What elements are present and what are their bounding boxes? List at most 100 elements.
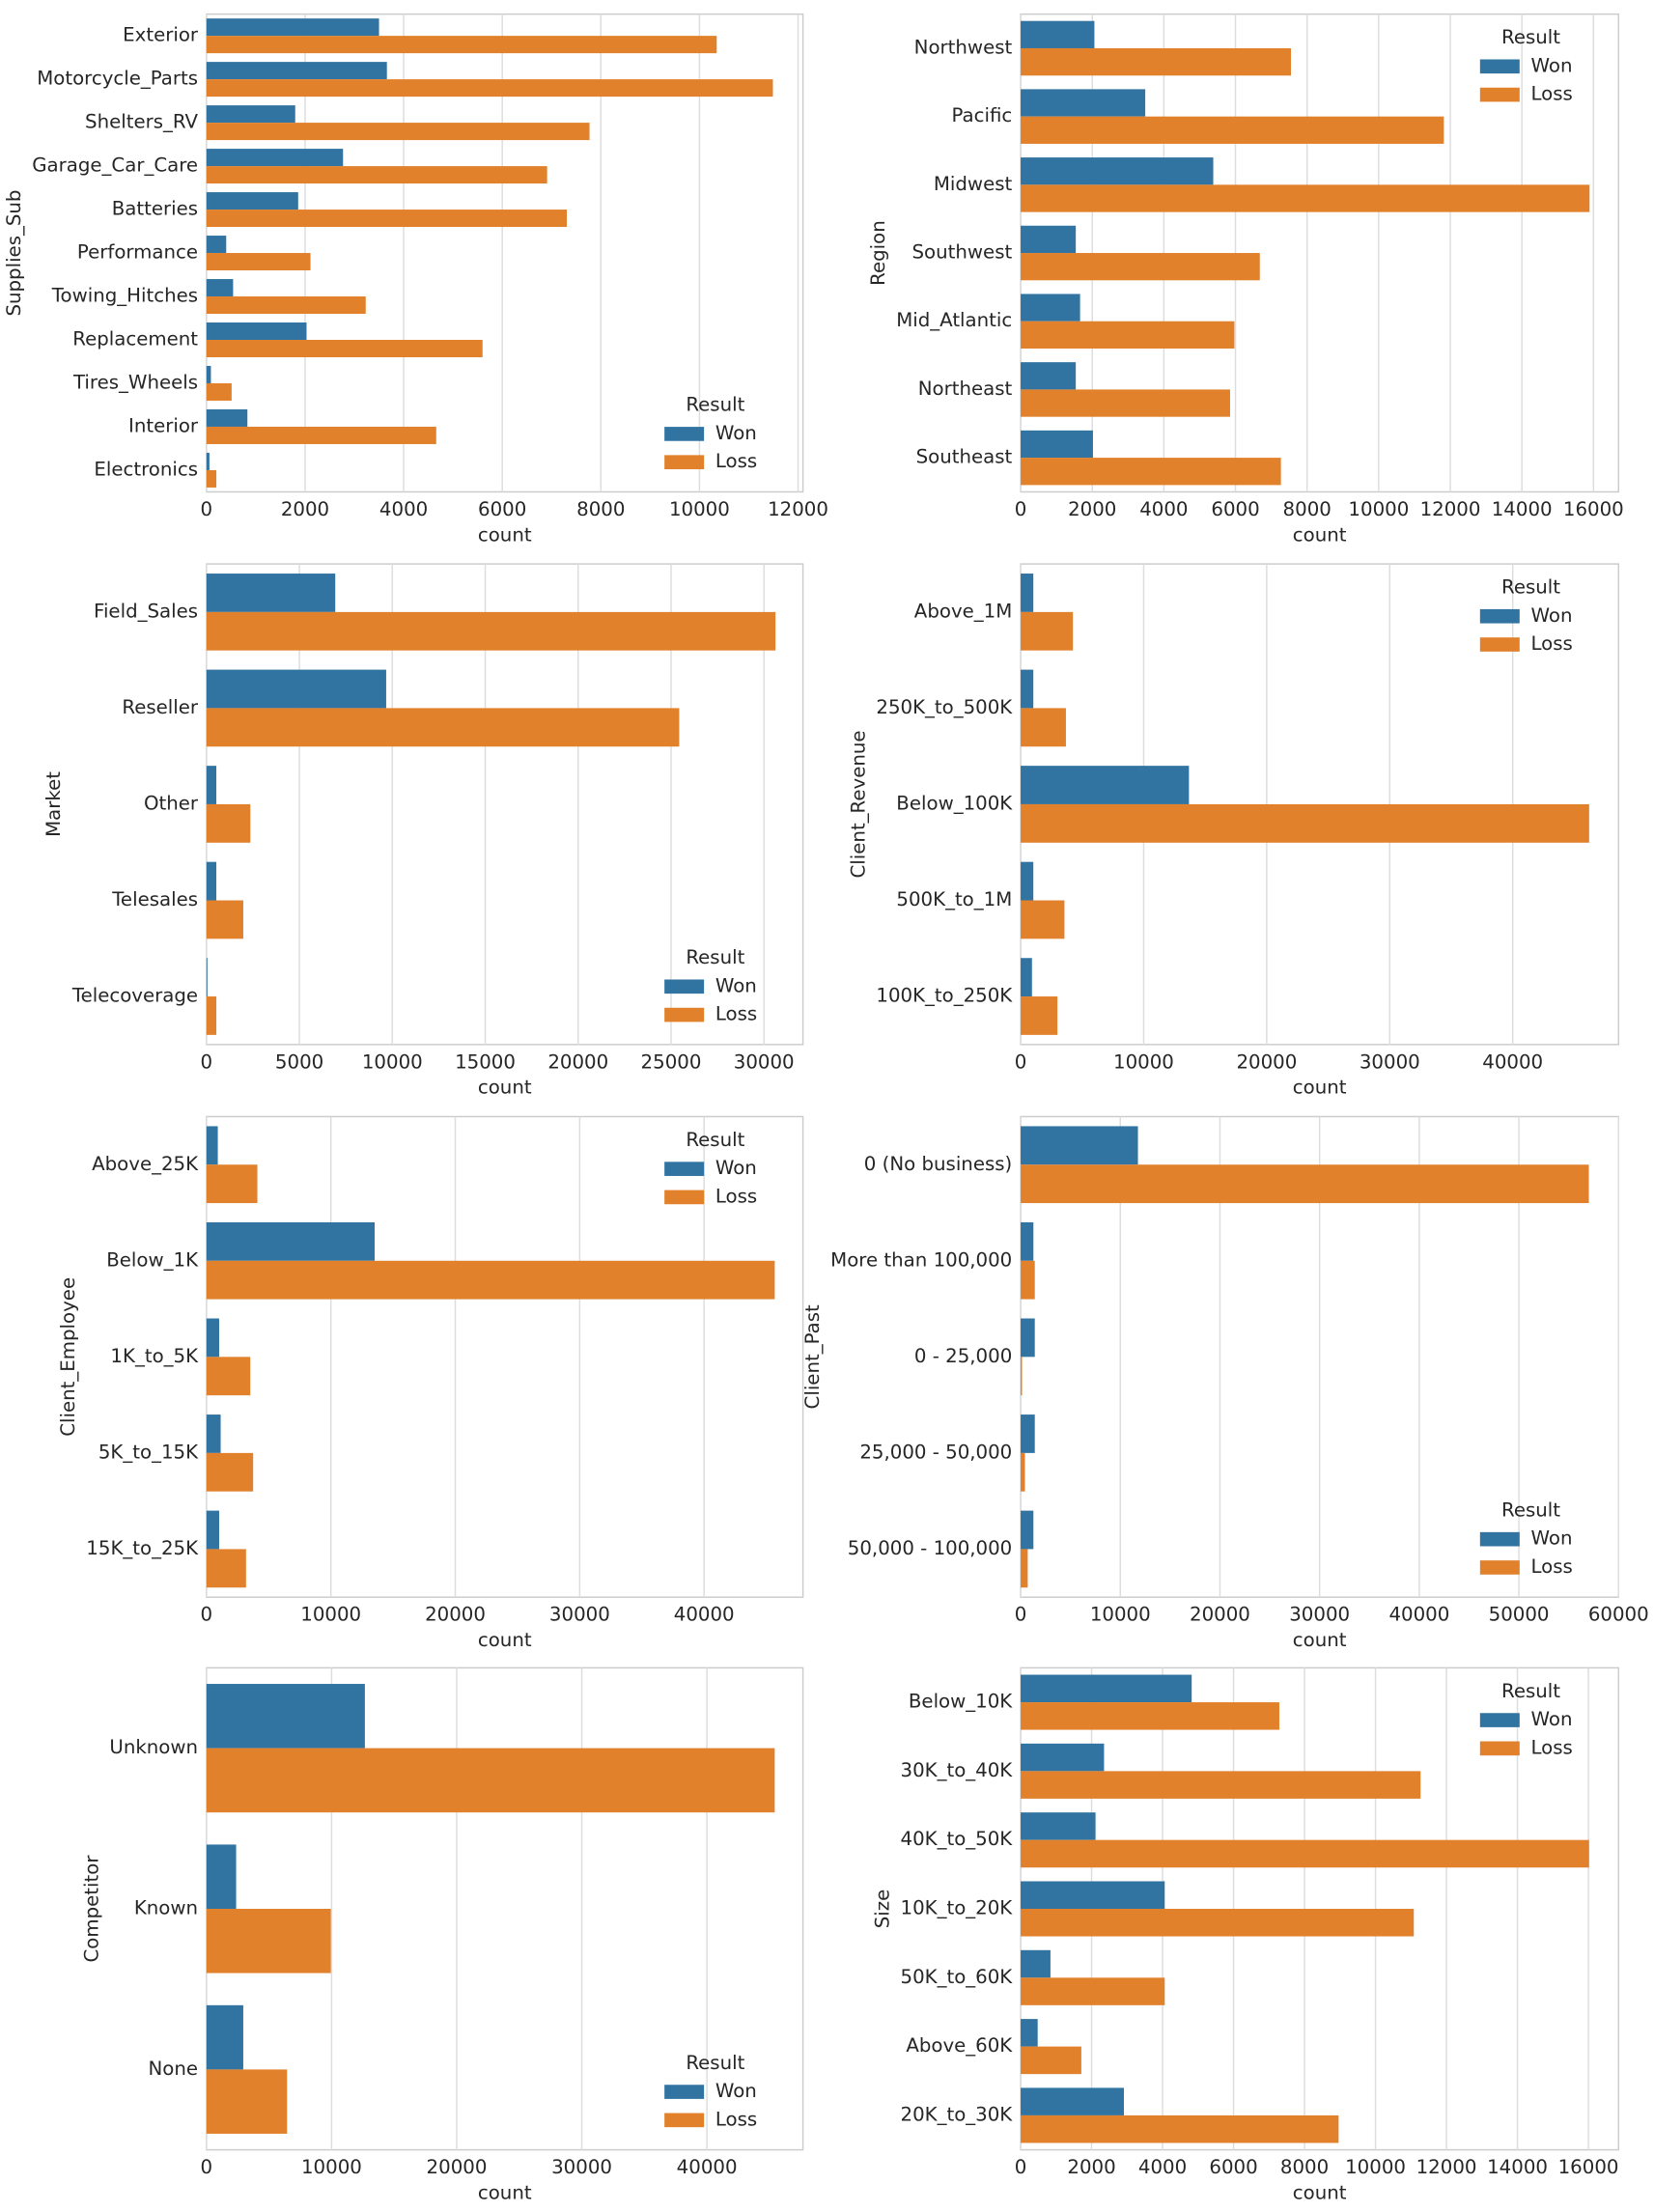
bar <box>206 611 776 651</box>
x-axis-label: count <box>1293 1077 1347 1099</box>
panel: 0 5000 10000 15000 20000 25000 30000 Field_Sale… <box>42 563 804 1099</box>
bar <box>206 340 483 357</box>
x-axis-label: count <box>1293 2181 1347 2203</box>
x-tick-label: 0 <box>201 1050 213 1073</box>
y-axis-label: Region <box>867 220 889 286</box>
bar <box>206 79 773 98</box>
bar <box>1021 2087 1124 2115</box>
bar <box>1021 1510 1034 1550</box>
bar <box>206 861 217 901</box>
x-tick-label: 30000 <box>549 1604 610 1626</box>
x-tick-label: 8000 <box>576 498 625 520</box>
y-tick-label: 20K_to_30K <box>901 2103 1014 2125</box>
y-tick-label: Tires_Wheels <box>72 371 198 393</box>
x-tick-label: 4000 <box>379 498 428 520</box>
x-tick-label: 10000 <box>669 498 730 520</box>
bar <box>1021 1977 1165 2005</box>
x-tick-label: 4000 <box>1138 2156 1187 2178</box>
legend-swatch <box>1479 1741 1520 1756</box>
legend-label: Loss <box>1531 632 1573 655</box>
x-tick-label: 10000 <box>362 1050 423 1073</box>
bar <box>206 708 680 747</box>
bar <box>1021 430 1093 459</box>
x-tick-label: 10000 <box>1345 2156 1406 2178</box>
legend-swatch <box>1479 1560 1520 1575</box>
bar <box>206 1908 331 1974</box>
legend: Result Won Loss <box>664 2052 757 2130</box>
x-tick-label: 8000 <box>1280 2156 1329 2178</box>
y-tick-label: Above_25K <box>92 1153 199 1175</box>
bar <box>206 1549 246 1588</box>
bar <box>1021 2019 1038 2047</box>
x-tick-label: 30000 <box>1360 1050 1420 1073</box>
x-axis-label: count <box>1293 1629 1347 1651</box>
bar <box>206 1684 365 1749</box>
legend-swatch <box>1479 87 1520 102</box>
bar <box>206 192 298 210</box>
x-tick-label: 30000 <box>551 2156 612 2178</box>
x-tick-label: 40000 <box>1388 1604 1449 1626</box>
y-tick-label: Telesales <box>111 888 198 910</box>
legend-label: Won <box>1531 1708 1573 1730</box>
legend-label: Loss <box>715 1185 757 1207</box>
bar <box>206 469 217 488</box>
bar <box>1021 1812 1096 1840</box>
x-tick-label: 0 <box>201 2156 213 2178</box>
legend: Result Won Loss <box>664 394 757 472</box>
y-tick-label: Midwest <box>934 173 1013 195</box>
bar <box>206 382 232 401</box>
y-tick-label: Southeast <box>916 446 1013 468</box>
y-tick-label: Exterior <box>123 24 199 46</box>
legend-swatch <box>664 1190 705 1205</box>
x-tick-label: 2000 <box>1068 498 1116 520</box>
legend-label: Won <box>715 2080 757 2102</box>
x-tick-label: 20000 <box>1236 1050 1297 1073</box>
bar <box>1021 708 1066 747</box>
bar <box>206 2004 243 2070</box>
y-tick-label: Shelters_RV <box>85 111 199 133</box>
y-tick-label: Below_1K <box>106 1248 199 1271</box>
bar <box>1021 362 1077 390</box>
legend-swatch <box>1479 1713 1520 1727</box>
legend-swatch <box>664 427 705 441</box>
bar <box>1021 184 1590 212</box>
panel: 0 2000 4000 6000 8000 10000 12000 14000 16000 Bel… <box>871 1666 1620 2203</box>
y-tick-label: More than 100,000 <box>830 1248 1012 1271</box>
y-tick-label: Mid_Atlantic <box>896 309 1012 331</box>
bar <box>1021 1881 1165 1909</box>
bar <box>206 123 590 141</box>
bar <box>1021 861 1034 901</box>
x-tick-label: 6000 <box>478 498 526 520</box>
x-tick-label: 12000 <box>1416 2156 1477 2178</box>
bar <box>1021 389 1230 417</box>
y-tick-label: Motorcycle_Parts <box>37 68 198 90</box>
bar <box>1021 116 1444 144</box>
bar <box>206 1260 775 1300</box>
bar <box>206 210 568 228</box>
x-tick-label: 40000 <box>677 2156 738 2178</box>
bar <box>1021 2114 1339 2143</box>
bar <box>206 1414 221 1453</box>
bar <box>206 1164 258 1204</box>
y-tick-label: 500K_to_1M <box>896 888 1012 910</box>
bar <box>206 574 336 612</box>
bar <box>206 426 436 444</box>
x-tick-label: 14000 <box>1492 498 1553 520</box>
legend-label: Loss <box>715 450 757 472</box>
bar <box>1021 803 1589 843</box>
legend-title: Result <box>1501 1498 1560 1521</box>
bar <box>206 1318 219 1358</box>
x-tick-label: 40000 <box>1482 1050 1543 1073</box>
bar <box>206 669 386 709</box>
bar <box>1021 2046 1081 2075</box>
bar <box>1021 611 1074 651</box>
x-tick-label: 25000 <box>641 1050 702 1073</box>
y-tick-label: Electronics <box>94 458 198 480</box>
bar <box>206 253 311 271</box>
x-tick-label: 12000 <box>1420 498 1481 520</box>
y-tick-label: 0 - 25,000 <box>914 1345 1012 1367</box>
x-tick-label: 16000 <box>1558 2156 1619 2178</box>
x-tick-label: 4000 <box>1139 498 1188 520</box>
x-tick-label: 10000 <box>300 1604 361 1626</box>
